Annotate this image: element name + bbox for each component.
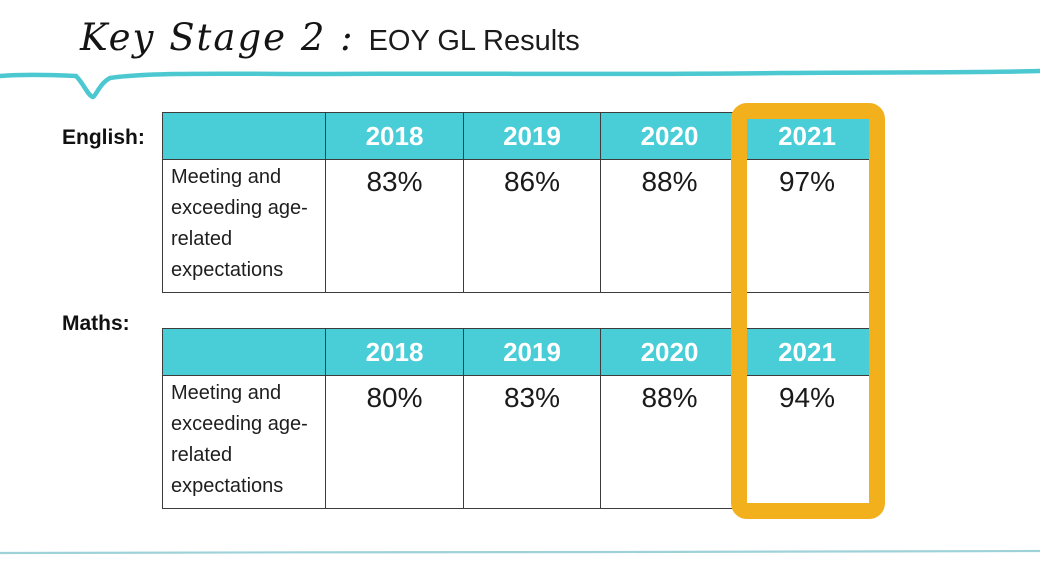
- table-english-row-label: Meeting and exceeding age-related expect…: [162, 159, 326, 293]
- table-english-header-row: 2018 2019 2020 2021: [162, 112, 876, 160]
- table-maths-year-2018: 2018: [325, 328, 464, 376]
- table-maths-year-2019: 2019: [463, 328, 601, 376]
- table-maths-row-label: Meeting and exceeding age-related expect…: [162, 375, 326, 509]
- table-english-value-2020: 88%: [600, 159, 739, 293]
- table-maths-value-2018: 80%: [325, 375, 464, 509]
- table-maths-year-2020: 2020: [600, 328, 739, 376]
- table-maths-header-row: 2018 2019 2020 2021: [162, 328, 876, 376]
- table-english-year-2021: 2021: [738, 112, 876, 160]
- table-english-corner-cell: [162, 112, 326, 160]
- table-english: 2018 2019 2020 2021 Meeting and exceedin…: [162, 112, 876, 293]
- table-maths-value-2021: 94%: [738, 375, 876, 509]
- table-maths: 2018 2019 2020 2021 Meeting and exceedin…: [162, 328, 876, 509]
- section-label-maths: Maths:: [62, 312, 130, 335]
- table-english-value-2021: 97%: [738, 159, 876, 293]
- title-script-text: Key Stage 2 :: [80, 16, 355, 59]
- table-maths-corner-cell: [162, 328, 326, 376]
- table-english-year-2019: 2019: [463, 112, 601, 160]
- table-english-year-2020: 2020: [600, 112, 739, 160]
- table-maths-value-2020: 88%: [600, 375, 739, 509]
- section-label-english: English:: [62, 126, 145, 149]
- table-english-value-2018: 83%: [325, 159, 464, 293]
- page-title: Key Stage 2 : EOY GL Results: [80, 16, 580, 59]
- title-regular-text: EOY GL Results: [368, 25, 580, 57]
- table-english-year-2018: 2018: [325, 112, 464, 160]
- table-english-value-2019: 86%: [463, 159, 601, 293]
- table-maths-value-2019: 83%: [463, 375, 601, 509]
- table-maths-data-row: Meeting and exceeding age-related expect…: [162, 375, 876, 509]
- bottom-divider-line: [0, 549, 1040, 555]
- table-maths-year-2021: 2021: [738, 328, 876, 376]
- table-english-data-row: Meeting and exceeding age-related expect…: [162, 159, 876, 293]
- top-squiggle-line: [0, 68, 1040, 100]
